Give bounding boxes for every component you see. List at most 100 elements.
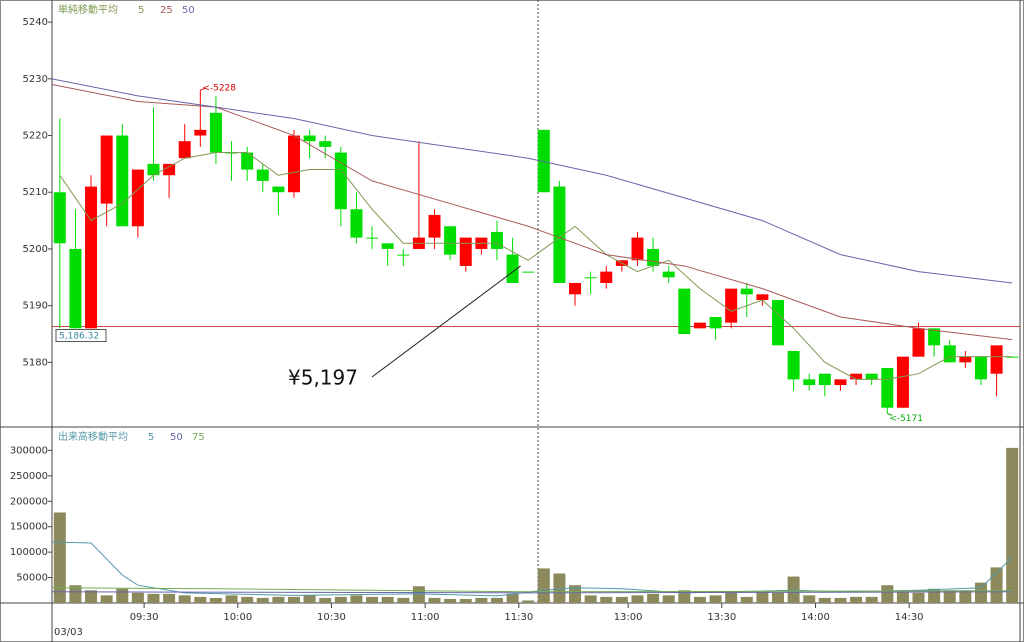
- price-ma-line: [59, 152, 1013, 380]
- volume-bar: [1006, 447, 1019, 603]
- price-ma-line: [51, 84, 1013, 341]
- volume-bar: [178, 595, 191, 603]
- candle-body: [725, 288, 738, 323]
- candle-body: [53, 192, 66, 244]
- candle-body: [397, 254, 410, 256]
- ma-legend: 5: [138, 5, 144, 16]
- candle-body: [381, 243, 394, 249]
- candle-body: [865, 373, 878, 380]
- volume-bar: [615, 596, 628, 603]
- candle-body: [85, 186, 98, 329]
- volume-ma-line: [51, 587, 1013, 593]
- candle-body: [241, 152, 254, 170]
- annotation: <-5228: [202, 84, 236, 94]
- candle-body: [163, 163, 176, 176]
- candle-body: [990, 345, 1003, 374]
- x-tick-label: 14:00: [801, 612, 830, 623]
- candle-body: [256, 169, 269, 181]
- candle-body: [459, 237, 472, 266]
- volume-bar: [725, 592, 738, 603]
- candle-body: [772, 299, 784, 346]
- volume-bar: [444, 598, 457, 603]
- candle-body: [569, 282, 582, 295]
- y-tick-label: 5190: [23, 301, 48, 312]
- volume-bar: [506, 593, 519, 603]
- candle-body: [647, 248, 660, 266]
- volume-ma-line: [51, 591, 1013, 594]
- candle-body: [100, 135, 113, 204]
- candle-body: [693, 322, 706, 329]
- candle-body: [288, 135, 300, 193]
- volume-bar: [412, 586, 425, 603]
- volume-bar: [740, 596, 753, 603]
- candle-body: [834, 379, 847, 386]
- candle-body: [131, 169, 144, 227]
- price-ma-title: 単純移動平均: [58, 3, 118, 16]
- y-tick-label: 5240: [23, 17, 48, 28]
- volume-bar: [896, 591, 909, 603]
- x-tick-label: 13:00: [614, 612, 643, 623]
- annotation-leader: [200, 87, 206, 91]
- candle-body: [366, 237, 379, 239]
- x-tick-label: 09:30: [130, 612, 159, 623]
- volume-bar: [881, 585, 894, 603]
- candle-body: [272, 186, 285, 193]
- volume-bar: [850, 596, 863, 603]
- y-tick-label: 5220: [23, 131, 48, 142]
- annotation: <-5171: [889, 414, 923, 424]
- annotation: ¥5,197: [288, 366, 358, 390]
- candle-body: [756, 294, 769, 300]
- y-tick-label: 5200: [23, 244, 48, 255]
- volume-bar: [116, 588, 129, 603]
- volume-tick-label: 300000: [10, 445, 48, 456]
- volume-bar: [709, 595, 722, 603]
- candle-body: [350, 209, 363, 238]
- x-tick-label: 13:30: [707, 612, 736, 623]
- y-tick-label: 5180: [23, 357, 48, 368]
- volume-bar: [631, 595, 644, 603]
- volume-bar: [974, 582, 987, 603]
- x-tick-label: 10:30: [317, 612, 346, 623]
- volume-tick-label: 150000: [10, 522, 48, 533]
- date-label: 03/03: [54, 627, 83, 638]
- candle-body: [303, 135, 316, 142]
- volume-ma-title: 出来高移動平均: [58, 430, 128, 443]
- volume-bar: [678, 590, 691, 603]
- volume-bar: [818, 597, 831, 603]
- volume-tick-label: 200000: [10, 496, 48, 507]
- candle-body: [178, 141, 191, 159]
- volume-bar: [381, 596, 394, 603]
- volume-bar: [693, 596, 706, 603]
- volume-bar: [756, 591, 769, 603]
- volume-bar: [147, 593, 160, 603]
- candle-body: [194, 129, 207, 136]
- volume-bar: [662, 595, 675, 603]
- volume-bar: [912, 592, 925, 603]
- volume-bar: [537, 568, 550, 603]
- volume-bar: [522, 600, 535, 603]
- volume-bar: [865, 596, 878, 603]
- candle-body: [537, 129, 550, 193]
- candle-body: [740, 288, 753, 295]
- volume-bar: [459, 598, 472, 603]
- annotation-leader: [371, 265, 521, 378]
- volume-bar: [490, 597, 503, 603]
- candle-body: [787, 351, 800, 380]
- volume-bar: [334, 596, 347, 603]
- volume-bar: [397, 597, 410, 603]
- volume-ma-legend: 75: [192, 432, 205, 443]
- volume-bar: [100, 595, 113, 603]
- volume-bar: [475, 597, 488, 603]
- y-tick-label: 5230: [23, 74, 48, 85]
- candle-body: [974, 356, 987, 380]
- x-tick-label: 14:30: [895, 612, 924, 623]
- volume-bar: [288, 596, 300, 603]
- volume-bar: [225, 595, 238, 603]
- candle-body: [818, 373, 831, 386]
- volume-bar: [600, 596, 613, 603]
- x-tick-label: 10:00: [223, 612, 252, 623]
- candle-body: [584, 277, 597, 279]
- candle-body: [600, 271, 613, 283]
